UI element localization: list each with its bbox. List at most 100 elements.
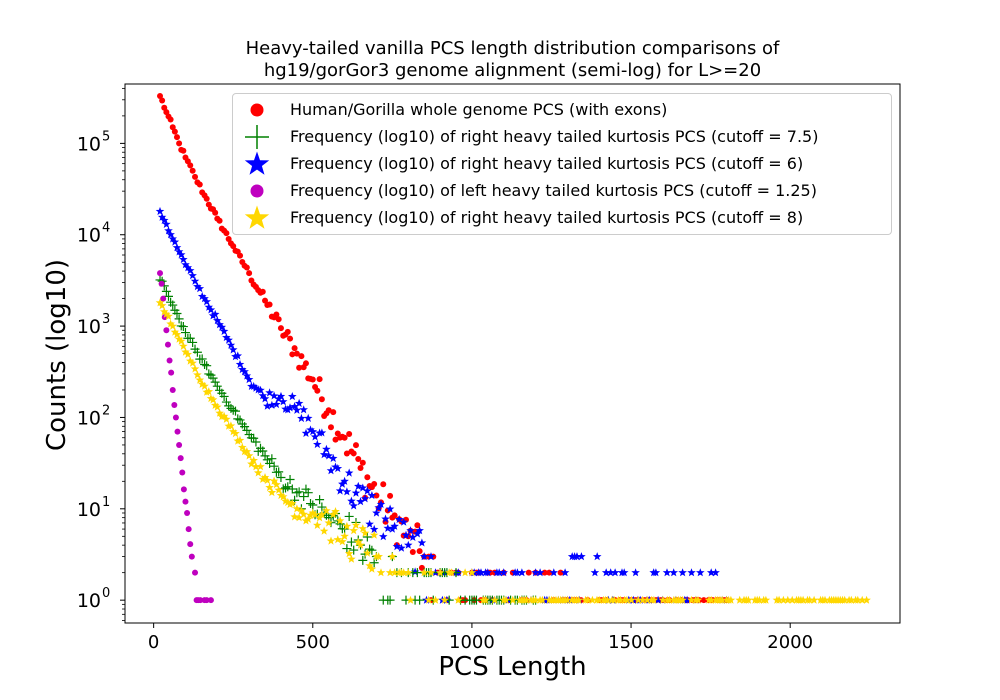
series-3-point	[197, 597, 204, 604]
series-1-point	[228, 405, 238, 415]
series-1-point	[185, 333, 195, 343]
series-2-point	[324, 451, 333, 460]
series-4-point	[447, 568, 456, 577]
series-2-point	[283, 405, 293, 414]
series-4-point	[726, 595, 736, 604]
series-2-point	[513, 568, 522, 577]
series-4-point	[467, 568, 477, 577]
series-4-point	[290, 512, 299, 521]
series-3-point	[169, 386, 176, 393]
series-0-point	[409, 549, 416, 556]
series-4-point	[179, 341, 188, 350]
series-3-point	[174, 428, 181, 435]
legend-label: Frequency (log10) of left heavy tailed k…	[290, 181, 817, 200]
series-0-point	[541, 569, 548, 576]
series-4-point	[258, 474, 267, 483]
series-2-point	[155, 206, 165, 216]
series-2-point	[226, 340, 236, 349]
series-2-point	[410, 567, 420, 576]
series-2-point	[188, 271, 197, 280]
series-2-point	[367, 491, 377, 500]
series-1-point	[265, 458, 275, 468]
series-4-point	[174, 334, 184, 343]
legend-label: Frequency (log10) of right heavy tailed …	[290, 208, 804, 227]
series-1-point	[415, 595, 425, 605]
series-3-point	[158, 280, 165, 287]
series-4-point	[219, 411, 229, 420]
series-4-point	[374, 552, 383, 561]
series-1-point	[235, 415, 245, 425]
series-2-point	[358, 483, 368, 492]
series-3-point	[176, 441, 183, 448]
series-3-point	[180, 486, 187, 493]
series-2-point	[517, 568, 527, 577]
series-1-point	[240, 422, 250, 432]
series-0-point	[291, 345, 298, 352]
series-0-point	[216, 217, 223, 224]
series-4-point	[490, 595, 499, 604]
series-4-point	[181, 347, 190, 356]
series-4-point	[358, 524, 368, 533]
series-4-point	[313, 520, 322, 529]
legend-label: Frequency (log10) of right heavy tailed …	[290, 154, 804, 173]
series-1-point	[249, 433, 259, 443]
series-0-point	[243, 264, 250, 271]
series-1-point	[385, 595, 395, 605]
series-0-point	[416, 548, 423, 555]
series-1-point	[362, 532, 372, 542]
series-0-point	[546, 569, 553, 576]
series-1-point	[197, 354, 207, 364]
series-2-point	[590, 568, 600, 577]
series-0-point	[289, 351, 296, 358]
series-4-point	[322, 506, 331, 515]
series-0-point	[225, 236, 232, 243]
series-4-point	[347, 554, 356, 563]
series-4-point	[285, 500, 295, 509]
series-1-point	[292, 488, 302, 498]
series-1-point	[346, 537, 356, 547]
series-3-point	[171, 401, 178, 408]
series-2-point	[274, 394, 283, 403]
series-1-point	[285, 475, 295, 485]
series-4-point	[260, 473, 270, 482]
series-0-point	[159, 97, 166, 104]
series-2-point	[251, 383, 261, 392]
series-4-point	[304, 514, 313, 523]
series-4-point	[155, 298, 165, 307]
series-1-point	[251, 437, 261, 447]
series-2-point	[340, 476, 349, 485]
series-0-point	[332, 436, 339, 443]
series-2-point	[213, 316, 222, 325]
series-2-point	[383, 523, 393, 532]
series-2-point	[206, 305, 216, 314]
series-1-point	[287, 484, 297, 494]
series-0-point	[414, 522, 421, 529]
series-0-point	[327, 424, 334, 431]
y-tick-label-exponent: 3	[102, 312, 110, 327]
series-0-point	[302, 360, 309, 367]
series-4-point	[798, 595, 808, 604]
series-4-point	[787, 595, 797, 604]
series-1-point	[260, 451, 270, 461]
y-tick-label-exponent: 5	[102, 129, 110, 144]
series-4-point	[288, 499, 297, 508]
series-0-point	[316, 376, 323, 383]
series-4-point	[563, 595, 572, 604]
series-4-point	[267, 488, 277, 497]
series-2-point	[397, 543, 406, 552]
series-0-point	[525, 569, 532, 576]
legend-item-cutoff-8: Frequency (log10) of right heavy tailed …	[233, 205, 891, 231]
series-0-point	[259, 288, 266, 295]
series-4-point	[249, 456, 258, 465]
series-1-point	[221, 397, 231, 407]
series-4-point	[424, 595, 433, 604]
series-4-point	[508, 595, 518, 604]
series-4-point	[390, 568, 399, 577]
series-4-point	[595, 595, 604, 604]
series-2-point	[356, 497, 365, 506]
series-2-point	[210, 309, 220, 318]
series-3-point	[172, 414, 179, 421]
series-2-point	[549, 568, 558, 577]
series-4-point	[388, 552, 397, 561]
